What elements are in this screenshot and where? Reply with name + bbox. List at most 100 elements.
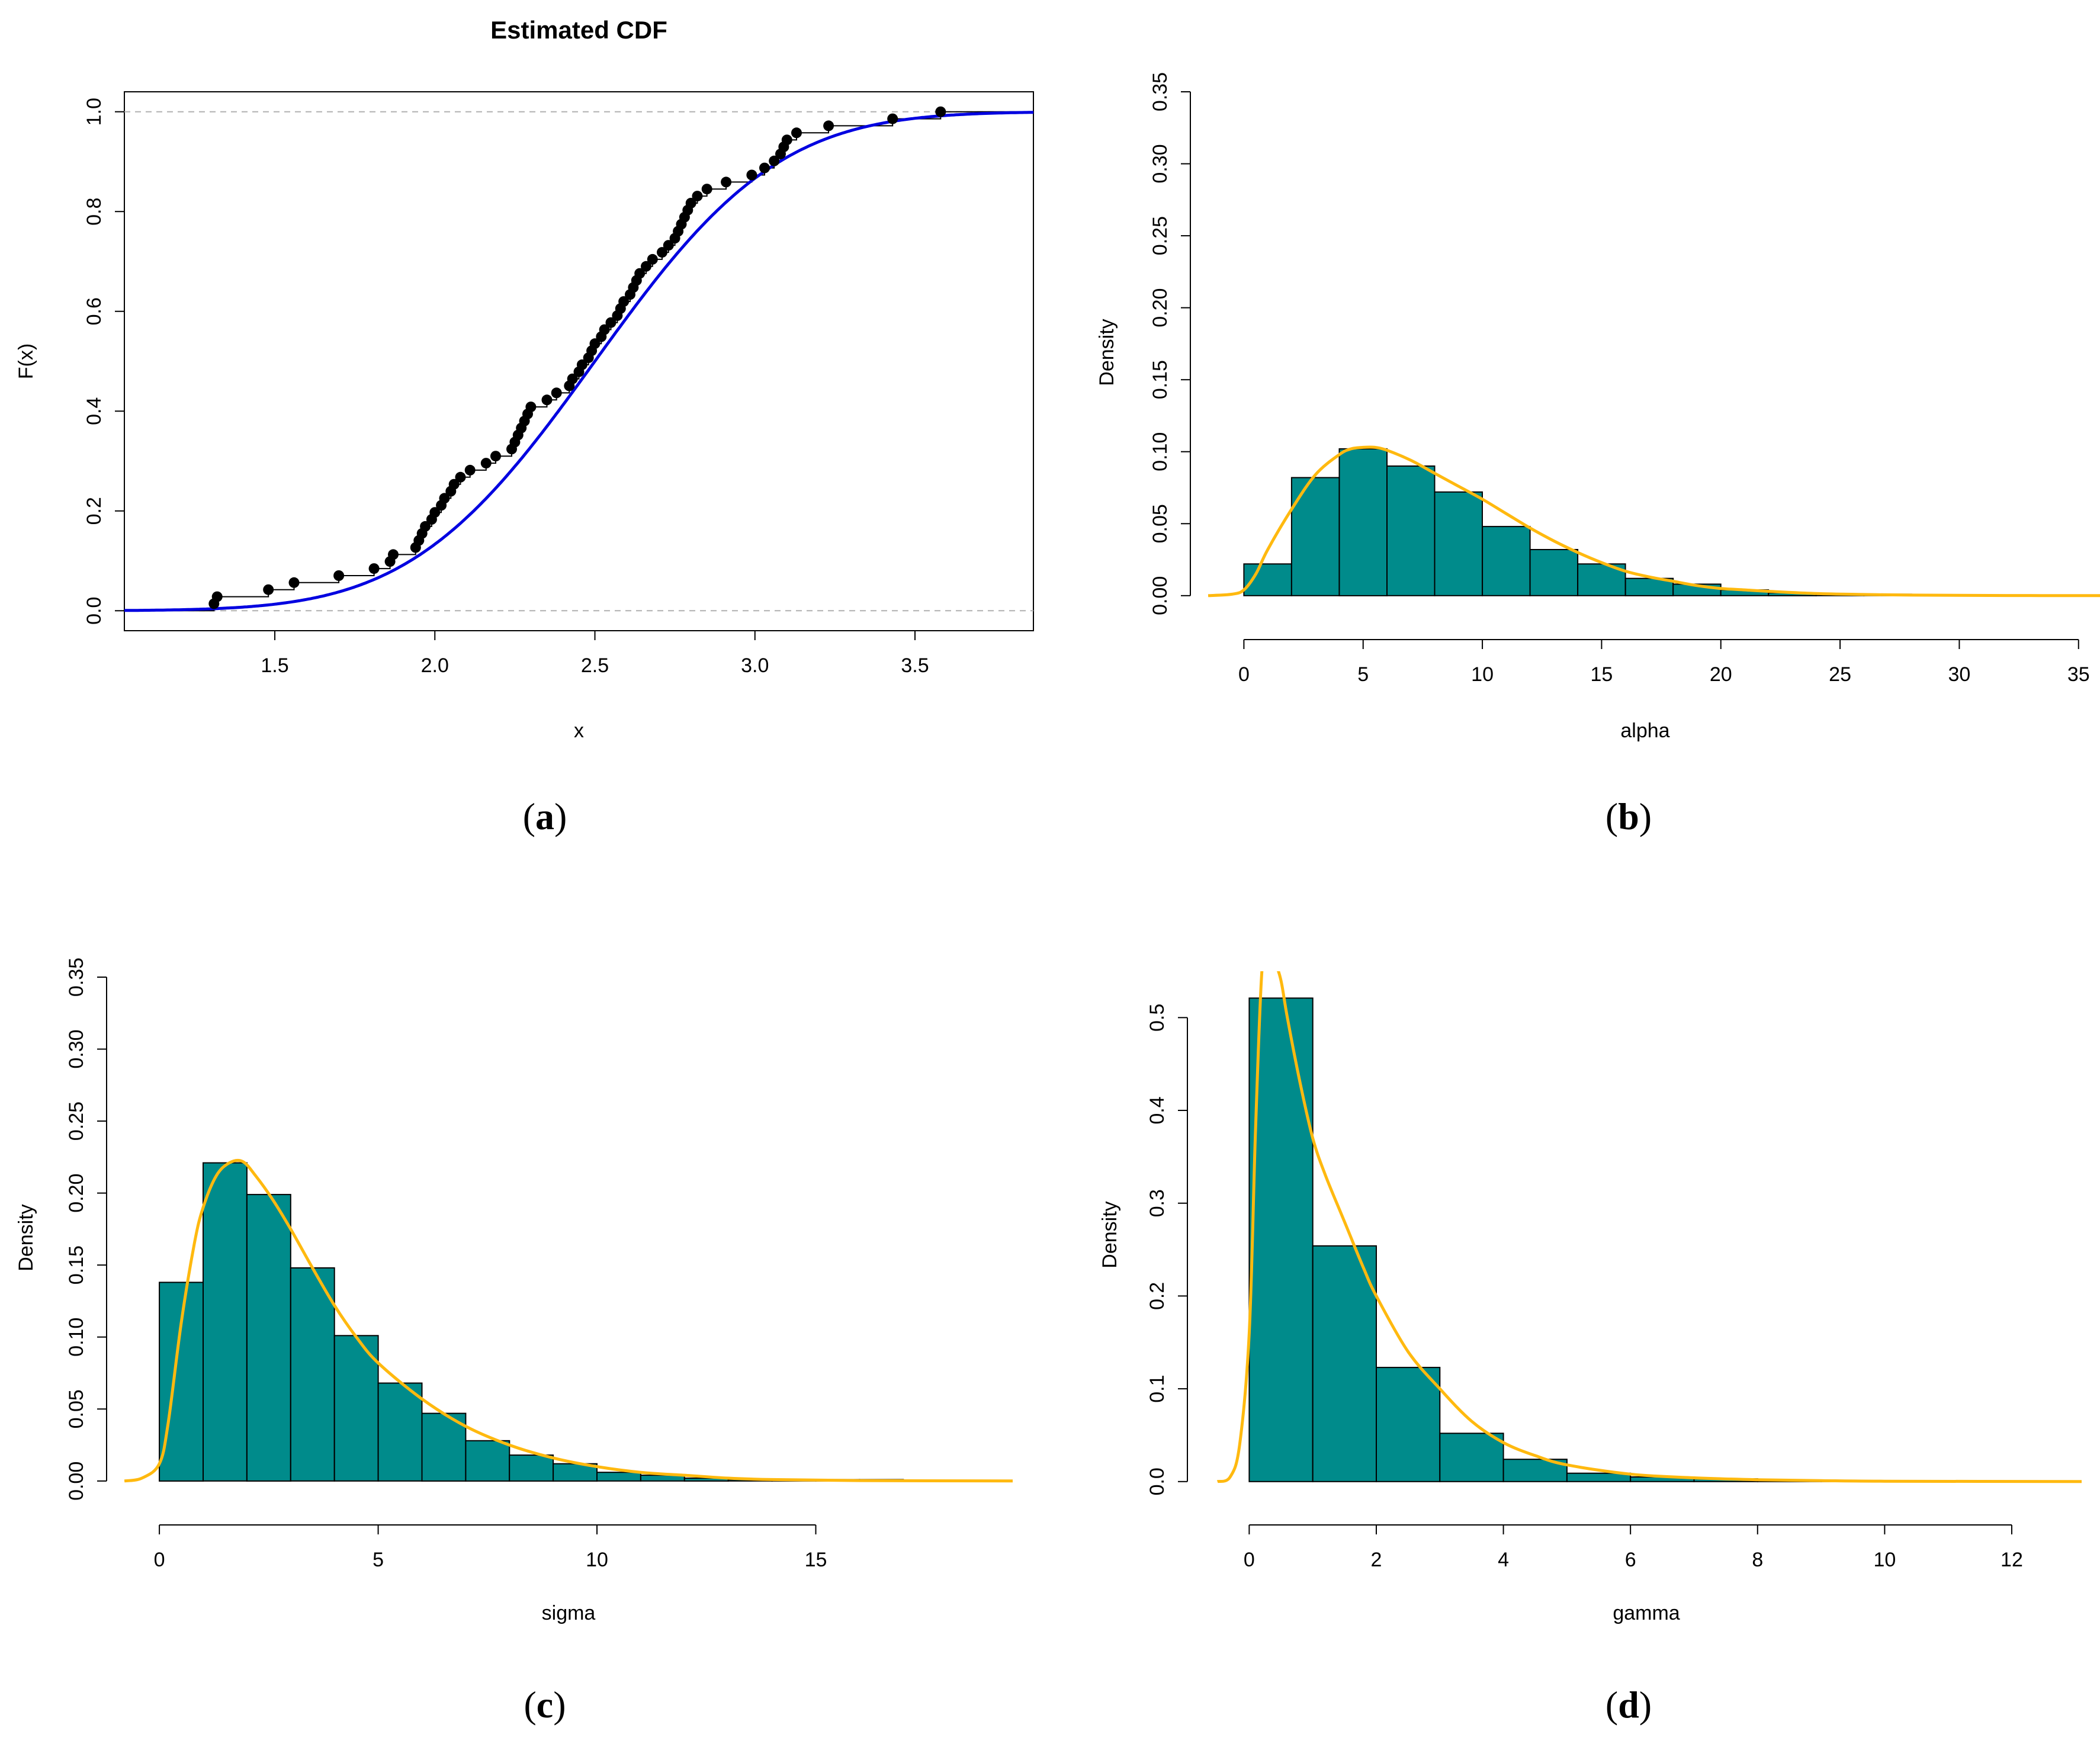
y-tick-label: 0.00 <box>65 1462 88 1501</box>
histogram-bar <box>1439 1433 1504 1482</box>
y-tick-label: 1.0 <box>83 98 105 126</box>
x-tick-label: 10 <box>586 1549 608 1571</box>
ecdf-point <box>746 169 757 181</box>
ecdf-point <box>333 570 345 581</box>
y-tick-label: 0.15 <box>65 1245 88 1284</box>
ecdf-point <box>551 387 562 399</box>
panel-label-letter: c <box>537 1684 553 1726</box>
y-tick-label: 0.15 <box>1149 360 1171 399</box>
y-tick-label: 0.20 <box>65 1174 88 1213</box>
y-tick-label: 0.35 <box>65 958 88 997</box>
histogram-bar <box>1290 477 1340 596</box>
x-axis-label: gamma <box>1613 1602 1680 1624</box>
y-tick-label: 0.4 <box>1146 1096 1168 1124</box>
density-line <box>1216 971 2082 1483</box>
ecdf-point <box>288 577 300 588</box>
panel-label-letter: a <box>535 795 554 837</box>
panel-c: 0 5 10 15 0.00 0.05 0.10 0.15 0.20 0.25 0.30 0.35 si… <box>15 958 1013 1726</box>
ecdf-point <box>599 324 610 335</box>
y-axis: 0.0 0.2 0.4 0.6 0.8 1.0 <box>83 98 124 625</box>
ecdf-point <box>692 191 703 202</box>
ecdf-point <box>721 176 732 188</box>
x-tick-label: 15 <box>805 1549 827 1571</box>
x-axis: 0 2 4 6 8 10 12 <box>1244 1524 2023 1571</box>
panel-label: (b) <box>1605 795 1652 837</box>
ecdf-point <box>685 198 696 208</box>
y-axis-label: Density <box>1096 319 1118 386</box>
y-tick-label: 0.25 <box>1149 216 1171 255</box>
x-tick-label: 25 <box>1829 663 1851 686</box>
ecdf-point <box>388 549 399 560</box>
ecdf-point <box>480 458 492 469</box>
panel-d: 0 2 4 6 8 10 12 0.0 0.1 0.2 0.3 0.4 0.5 gamma Density (… <box>1099 971 2082 1726</box>
histogram-bar <box>1482 526 1531 596</box>
panel-label-open: ( <box>524 1684 536 1726</box>
x-axis-label: alpha <box>1620 720 1669 742</box>
y-axis: 0.00 0.05 0.10 0.15 0.20 0.25 0.30 0.35 <box>65 958 107 1501</box>
ecdf-point <box>368 563 380 574</box>
histogram-bar <box>465 1440 510 1482</box>
ecdf-point <box>701 184 712 195</box>
ecdf-point <box>464 464 476 476</box>
ecdf-point <box>657 247 667 258</box>
ecdf-point <box>525 402 537 413</box>
y-tick-label: 0.05 <box>65 1389 88 1428</box>
y-tick-label: 0.10 <box>1149 432 1171 471</box>
histogram-bar <box>1434 491 1483 596</box>
y-tick-label: 0.5 <box>1146 1004 1168 1032</box>
x-tick-label: 10 <box>1873 1549 1896 1571</box>
panel-label-open: ( <box>1605 795 1618 837</box>
x-tick-label: 0 <box>1238 663 1250 686</box>
y-tick-label: 0.30 <box>65 1029 88 1068</box>
ecdf-point <box>420 521 431 532</box>
ecdf-point <box>823 120 834 131</box>
x-axis: 1.5 2.0 2.5 3.0 3.5 <box>261 631 929 677</box>
histogram-bar <box>1312 1245 1377 1482</box>
density-line <box>1208 445 2100 598</box>
x-tick-label: 3.0 <box>741 654 769 677</box>
y-tick-label: 0.20 <box>1149 288 1171 327</box>
ecdf-point <box>211 591 223 602</box>
panel-label-close: ) <box>1639 1684 1652 1726</box>
y-tick-label: 0.25 <box>65 1101 88 1141</box>
histogram-bar <box>333 1335 379 1482</box>
y-tick-label: 0.2 <box>83 497 105 525</box>
panel-a: Estimated CDF 1.5 2.0 2.5 3.0 3.5 0.0 0.2 0.4 0.6… <box>15 16 1034 837</box>
x-tick-label: 30 <box>1948 663 1971 686</box>
histogram-bar <box>377 1382 423 1482</box>
ecdf-point <box>634 268 646 279</box>
ecdf-point <box>567 373 578 384</box>
ecdf-point <box>641 261 651 272</box>
ecdf-point <box>448 479 460 490</box>
histogram-bar <box>246 1194 291 1482</box>
y-tick-label: 0.05 <box>1149 504 1171 543</box>
fitted-cdf-line <box>124 111 1033 612</box>
x-tick-label: 15 <box>1590 663 1613 686</box>
ecdf-point <box>429 507 441 518</box>
y-axis: 0.00 0.05 0.10 0.15 0.20 0.25 0.30 0.35 <box>1149 72 1191 615</box>
panel-label-letter: d <box>1618 1684 1639 1726</box>
panel-label-close: ) <box>554 795 567 837</box>
histogram-bar <box>1338 448 1388 596</box>
ecdf-point <box>759 162 770 174</box>
panel-label: (c) <box>524 1684 566 1726</box>
x-tick-label: 0 <box>1244 1549 1255 1571</box>
x-tick-label: 35 <box>2067 663 2090 686</box>
ecdf-point <box>647 253 658 265</box>
x-tick-label: 20 <box>1710 663 1732 686</box>
x-axis: 0 5 10 15 <box>154 1524 827 1571</box>
y-tick-label: 0.10 <box>65 1318 88 1357</box>
y-axis-label: Density <box>1099 1201 1121 1268</box>
x-tick-label: 12 <box>2001 1549 2023 1571</box>
plot-area <box>1208 445 2100 598</box>
y-tick-label: 0.4 <box>83 397 105 425</box>
histogram-bar <box>1386 465 1436 596</box>
ecdf-point <box>576 359 587 370</box>
panel-label-close: ) <box>1639 795 1652 837</box>
ecdf-point <box>769 155 780 166</box>
histogram-bar <box>509 1454 554 1482</box>
y-tick-label: 0.6 <box>83 297 105 325</box>
ecdf-point <box>935 106 946 117</box>
x-tick-label: 0 <box>154 1549 165 1571</box>
